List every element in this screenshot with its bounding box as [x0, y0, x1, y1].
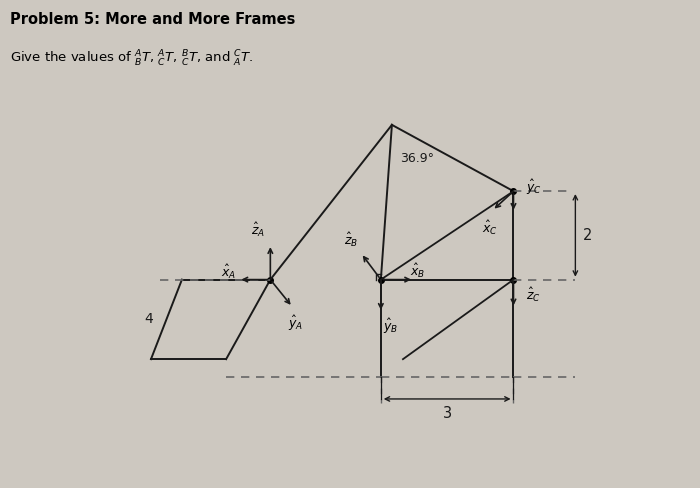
- Text: $\hat{y}_B$: $\hat{y}_B$: [383, 317, 398, 336]
- Text: $\hat{z}_C$: $\hat{z}_C$: [526, 286, 540, 305]
- Text: $\hat{y}_C$: $\hat{y}_C$: [526, 178, 542, 197]
- Text: Give the values of $^A_BT$, $^A_CT$, $^B_CT$, and $^C_AT$.: Give the values of $^A_BT$, $^A_CT$, $^B…: [10, 49, 254, 69]
- Text: $\hat{x}_C$: $\hat{x}_C$: [482, 219, 498, 237]
- Text: 3: 3: [442, 406, 452, 421]
- Text: $\hat{y}_A$: $\hat{y}_A$: [288, 314, 304, 333]
- Text: $\hat{x}_A$: $\hat{x}_A$: [221, 263, 237, 281]
- Text: $\hat{x}_B$: $\hat{x}_B$: [410, 262, 425, 280]
- Text: 2: 2: [583, 228, 593, 243]
- Text: $\hat{z}_A$: $\hat{z}_A$: [251, 221, 265, 239]
- Text: 4: 4: [144, 312, 153, 326]
- Text: $\hat{z}_B$: $\hat{z}_B$: [344, 230, 358, 249]
- Text: Problem 5: More and More Frames: Problem 5: More and More Frames: [10, 12, 296, 27]
- Text: 36.9°: 36.9°: [400, 152, 434, 164]
